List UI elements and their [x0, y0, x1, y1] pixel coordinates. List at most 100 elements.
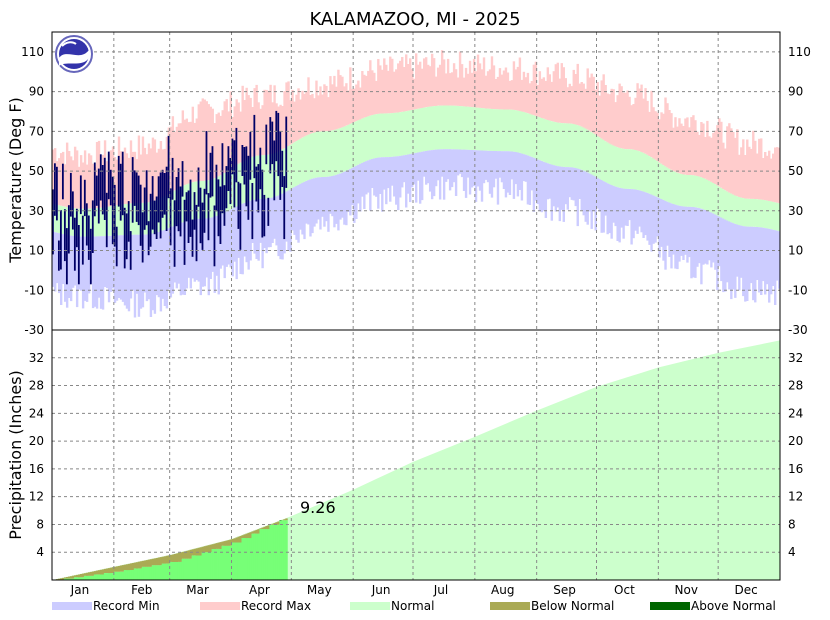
observed-temp-bar	[231, 138, 234, 175]
record-min-bar	[287, 190, 290, 251]
record-min-bar	[161, 230, 165, 299]
normal-band-bar	[566, 123, 569, 168]
normal-band-bar	[608, 143, 611, 185]
record-min-bar	[444, 149, 448, 182]
record-max-bar	[325, 85, 328, 132]
observed-temp-bar	[167, 135, 170, 199]
record-max-bar	[576, 63, 579, 125]
record-min-bar	[686, 206, 689, 263]
normal-band-bar	[754, 199, 757, 227]
normal-band-bar	[494, 109, 498, 152]
record-min-bar	[355, 165, 358, 219]
record-min-bar	[225, 211, 228, 267]
record-min-bar	[353, 166, 356, 223]
observed-temp-bar	[175, 177, 178, 227]
record-max-bar	[500, 74, 504, 110]
normal-band-bar	[365, 117, 368, 162]
normal-band-bar	[634, 150, 637, 190]
record-min-bar	[522, 154, 526, 182]
observed-precip-bar	[159, 565, 163, 580]
record-min-bar	[498, 151, 502, 178]
record-max-bar	[654, 111, 657, 160]
record-min-bar	[221, 213, 224, 266]
normal-band-bar	[746, 198, 749, 227]
observed-temp-bar	[265, 124, 268, 165]
record-min-bar	[426, 150, 430, 184]
normal-band-bar	[93, 208, 97, 237]
record-max-bar	[488, 69, 492, 109]
record-min-bar	[490, 150, 494, 198]
normal-band-bar	[79, 208, 83, 237]
observed-precip-bar	[261, 529, 264, 580]
observed-temp-bar	[123, 207, 126, 269]
record-max-bar	[383, 58, 386, 114]
observed-precip-bar	[167, 563, 171, 580]
normal-band-bar	[335, 129, 338, 175]
normal-band-bar	[672, 170, 675, 204]
record-max-bar	[127, 157, 131, 204]
record-min-bar	[135, 234, 139, 294]
normal-band-bar	[778, 203, 781, 232]
record-max-bar	[279, 104, 282, 151]
normal-band-bar	[462, 106, 466, 150]
observed-temp-bar	[195, 204, 198, 262]
record-min-bar	[518, 152, 522, 190]
legend-label: Record Min	[93, 599, 160, 613]
record-max-bar	[496, 76, 500, 110]
normal-band-bar	[269, 154, 272, 198]
month-tick-label: Nov	[675, 583, 698, 597]
record-min-bar	[702, 209, 705, 265]
below-normal-bar	[65, 577, 69, 579]
observed-precip-bar	[179, 561, 183, 580]
observed-precip-bar	[65, 578, 69, 580]
record-min-bar	[658, 198, 661, 258]
normal-band-bar	[115, 205, 119, 236]
record-min-bar	[181, 222, 185, 295]
observed-temp-bar	[163, 173, 166, 215]
record-max-bar	[157, 148, 161, 200]
below-normal-bar	[79, 574, 83, 578]
normal-band-bar	[682, 174, 685, 207]
normal-band-bar	[415, 109, 418, 153]
record-min-bar	[333, 175, 336, 228]
precip-tick-left: 28	[29, 379, 44, 393]
observed-temp-bar	[281, 150, 284, 187]
record-max-bar	[335, 86, 338, 130]
observed-temp-bar	[213, 205, 216, 267]
normal-band-bar	[492, 109, 496, 151]
below-normal-bar	[267, 525, 270, 530]
record-max-bar	[470, 72, 474, 108]
record-max-bar	[454, 69, 458, 106]
record-min-bar	[638, 190, 641, 227]
record-min-bar	[584, 171, 587, 222]
record-max-bar	[666, 103, 669, 168]
record-min-bar	[564, 167, 567, 205]
legend-swatch	[200, 602, 240, 610]
record-max-bar	[393, 71, 396, 113]
record-max-bar	[317, 95, 320, 132]
below-normal-bar	[257, 529, 260, 534]
record-min-bar	[137, 234, 141, 317]
observed-precip-bar	[229, 545, 232, 580]
axes: -30 -30 -10 -10 10 10 30 30 50 50 70 70 90 90 110 110 4 4…	[21, 31, 811, 597]
record-max-bar	[221, 110, 224, 175]
normal-band-bar	[313, 132, 316, 179]
record-min-bar	[277, 195, 280, 257]
normal-band-bar	[674, 171, 677, 205]
normal-band-bar	[65, 207, 69, 235]
record-max-bar	[462, 77, 466, 107]
record-min-bar	[393, 156, 396, 197]
observed-precip-bar	[219, 549, 222, 580]
temp-tick-right: 30	[788, 204, 803, 218]
record-min-bar	[540, 161, 544, 213]
record-max-bar	[267, 90, 270, 155]
record-max-bar	[572, 69, 575, 124]
record-max-bar	[65, 142, 69, 208]
record-min-bar	[692, 207, 695, 278]
record-min-bar	[69, 235, 73, 302]
record-max-bar	[504, 67, 508, 110]
record-max-bar	[389, 56, 392, 114]
record-max-bar	[626, 90, 629, 150]
observed-temp-bar	[205, 131, 208, 195]
record-min-bar	[159, 231, 163, 312]
